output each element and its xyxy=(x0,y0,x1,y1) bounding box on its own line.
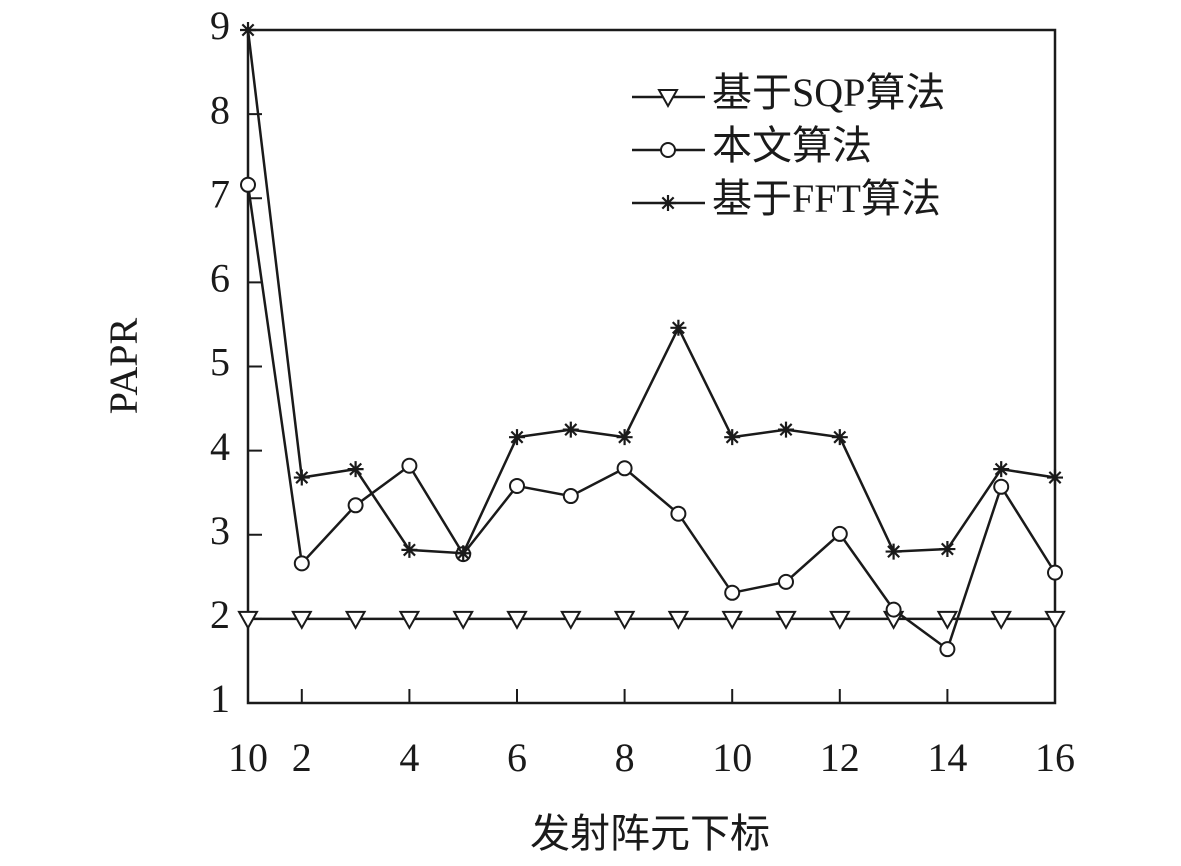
x-axis-label: 发射阵元下标 xyxy=(530,811,770,856)
data-point xyxy=(506,610,528,630)
data-point xyxy=(452,610,474,630)
data-point xyxy=(401,541,418,558)
series-line xyxy=(246,184,1057,652)
data-point xyxy=(990,610,1012,630)
data-point xyxy=(613,610,636,630)
x-tick-label: 8 xyxy=(615,735,635,780)
data-point xyxy=(398,610,421,630)
data-point xyxy=(667,610,690,630)
data-point xyxy=(509,429,525,446)
legend-label: 基于SQP算法 xyxy=(712,70,945,115)
data-point xyxy=(778,421,794,438)
legend-marker xyxy=(660,195,676,211)
data-point xyxy=(1047,564,1063,581)
legend-marker xyxy=(660,142,676,158)
data-point xyxy=(831,525,848,542)
x-tick-label: 2 xyxy=(292,735,312,780)
x-tick-label: 14 xyxy=(927,735,967,780)
data-point xyxy=(1047,469,1063,486)
data-point xyxy=(293,469,310,486)
y-tick-label: 2 xyxy=(210,592,230,637)
data-point xyxy=(240,22,256,38)
data-point xyxy=(293,555,310,572)
data-point xyxy=(936,610,959,630)
data-point xyxy=(885,601,902,618)
x-tick-label: 10 xyxy=(228,735,268,780)
y-tick-label: 7 xyxy=(210,171,230,216)
data-point xyxy=(509,477,525,494)
data-point xyxy=(778,573,794,590)
data-point xyxy=(237,610,259,630)
data-point xyxy=(724,584,741,601)
data-point xyxy=(455,545,472,562)
data-point xyxy=(240,176,256,193)
data-point xyxy=(616,429,633,446)
data-point xyxy=(885,543,902,560)
y-tick-label: 1 xyxy=(210,676,230,721)
data-point xyxy=(616,460,633,477)
data-point xyxy=(724,429,741,446)
y-tick-label: 9 xyxy=(210,3,230,48)
series-line xyxy=(246,29,1056,555)
data-point xyxy=(670,319,687,336)
y-tick-label: 5 xyxy=(210,340,230,385)
data-point xyxy=(670,505,687,522)
data-point xyxy=(831,429,848,446)
x-tick-label: 10 xyxy=(712,735,752,780)
data-point xyxy=(560,610,582,630)
x-tick-label: 4 xyxy=(399,735,419,780)
data-point xyxy=(721,610,743,630)
legend-marker xyxy=(657,89,679,109)
data-point xyxy=(1044,610,1066,630)
data-point xyxy=(344,610,367,630)
data-point xyxy=(939,641,956,658)
data-point xyxy=(347,461,364,478)
data-point xyxy=(347,497,364,514)
data-point xyxy=(829,610,851,630)
legend-label: 本文算法 xyxy=(712,123,872,168)
data-point xyxy=(993,478,1010,495)
x-tick-label: 12 xyxy=(820,735,860,780)
y-tick-label: 6 xyxy=(210,256,230,301)
x-tick-label: 16 xyxy=(1035,735,1075,780)
legend-label: 基于FFT算法 xyxy=(712,176,941,221)
x-tick-label: 6 xyxy=(507,735,527,780)
plot-frame xyxy=(246,28,1057,705)
y-tick-label: 8 xyxy=(210,87,230,132)
data-point xyxy=(939,541,956,558)
data-point xyxy=(401,457,418,474)
data-point xyxy=(562,421,579,438)
data-point xyxy=(291,610,313,630)
data-point xyxy=(775,610,797,630)
y-axis-label: PAPR xyxy=(101,317,146,414)
y-tick-label: 3 xyxy=(210,508,230,553)
y-tick-label: 4 xyxy=(210,424,230,469)
data-point xyxy=(993,461,1010,478)
data-point xyxy=(562,488,579,505)
